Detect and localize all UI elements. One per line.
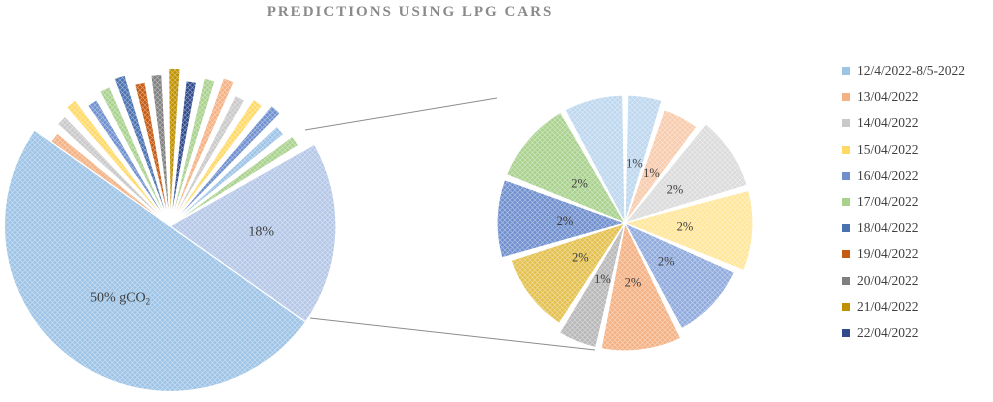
secondary-pie: 1%1%2%2%2%2%1%2%2%2% bbox=[496, 94, 754, 352]
legend-label: 18/04/2022 bbox=[857, 220, 919, 236]
secondary-label-9: 2% bbox=[571, 177, 588, 191]
legend-item: 16/04/2022 bbox=[842, 163, 992, 189]
legend-item: 14/04/2022 bbox=[842, 110, 992, 136]
legend-swatch bbox=[842, 224, 850, 233]
legend-item: 19/04/2022 bbox=[842, 241, 992, 267]
legend-item: 15/04/2022 bbox=[842, 137, 992, 163]
legend-label: 12/4/2022-8/5-2022 bbox=[857, 63, 965, 79]
legend: 12/4/2022-8/5-2022 13/04/2022 14/04/2022 15… bbox=[842, 58, 992, 346]
connector-lines bbox=[304, 97, 596, 351]
secondary-label-6: 1% bbox=[594, 272, 611, 286]
secondary-label-0: 1% bbox=[626, 157, 643, 171]
main-label-18: 18% bbox=[248, 225, 274, 240]
legend-item: 20/04/2022 bbox=[842, 268, 992, 294]
legend-swatch bbox=[842, 250, 850, 259]
legend-item: 13/04/2022 bbox=[842, 84, 992, 110]
secondary-label-1: 1% bbox=[643, 166, 660, 180]
main-pie: 18% 50% gCO2 bbox=[3, 67, 337, 393]
legend-label: 14/04/2022 bbox=[857, 115, 919, 131]
legend-item: 12/4/2022-8/5-2022 bbox=[842, 58, 992, 84]
legend-label: 17/04/2022 bbox=[857, 194, 919, 210]
legend-label: 16/04/2022 bbox=[857, 167, 919, 183]
legend-label: 15/04/2022 bbox=[857, 141, 919, 157]
legend-item: 17/04/2022 bbox=[842, 189, 992, 215]
legend-swatch bbox=[842, 171, 850, 180]
legend-swatch bbox=[842, 119, 850, 128]
legend-swatch bbox=[842, 198, 850, 207]
legend-swatch bbox=[842, 67, 850, 76]
legend-swatch bbox=[842, 93, 850, 102]
legend-item: 22/04/2022 bbox=[842, 320, 992, 346]
main-label-50: 50% gCO2 bbox=[90, 290, 150, 306]
secondary-label-8: 2% bbox=[557, 214, 574, 228]
chart-title: PREDICTIONS USING LPG CARS bbox=[266, 4, 554, 20]
legend-item: 18/04/2022 bbox=[842, 215, 992, 241]
secondary-label-5: 2% bbox=[625, 276, 642, 290]
connector-top bbox=[304, 97, 498, 131]
legend-swatch bbox=[842, 328, 850, 337]
legend-label: 21/04/2022 bbox=[857, 298, 919, 314]
legend-label: 20/04/2022 bbox=[857, 272, 919, 288]
legend-swatch bbox=[842, 302, 850, 311]
legend-label: 22/04/2022 bbox=[857, 324, 919, 340]
legend-label: 13/04/2022 bbox=[857, 89, 919, 105]
secondary-label-2: 2% bbox=[667, 182, 684, 196]
legend-item: 21/04/2022 bbox=[842, 294, 992, 320]
secondary-label-7: 2% bbox=[572, 250, 589, 264]
secondary-label-3: 2% bbox=[677, 220, 694, 234]
legend-label: 19/04/2022 bbox=[857, 246, 919, 262]
legend-swatch bbox=[842, 276, 850, 285]
legend-swatch bbox=[842, 145, 850, 154]
secondary-label-4: 2% bbox=[658, 255, 675, 269]
connector-bottom bbox=[309, 317, 596, 351]
